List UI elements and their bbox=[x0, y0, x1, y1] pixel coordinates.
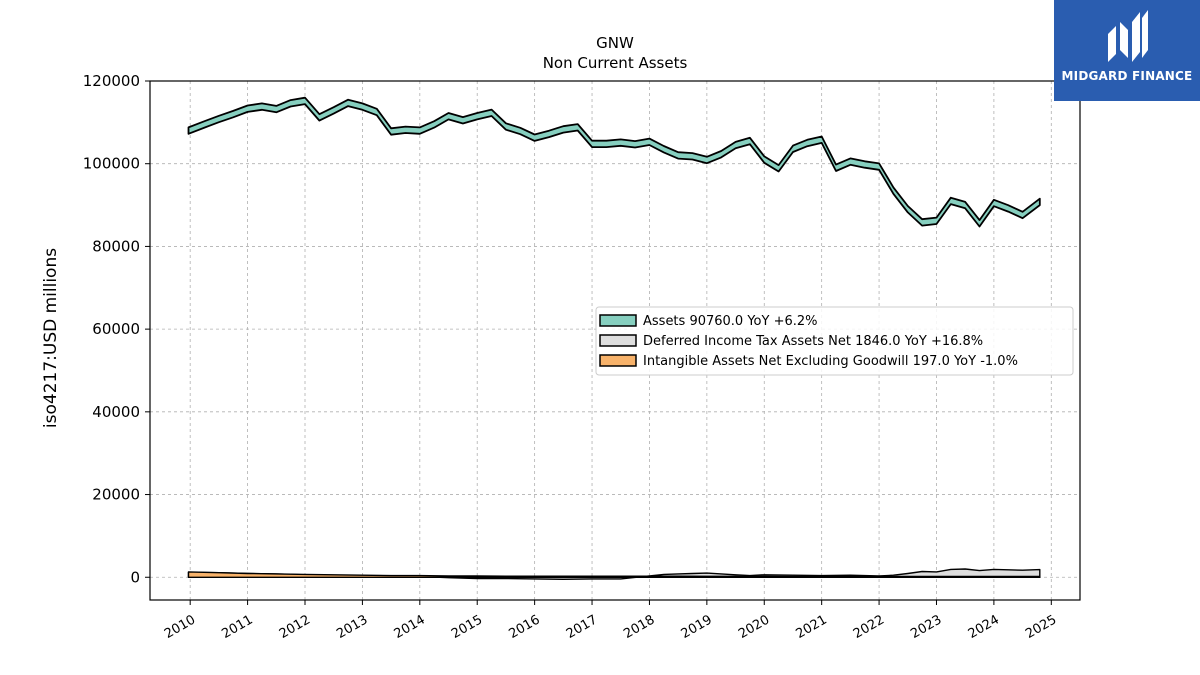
x-tick-label: 2022 bbox=[851, 612, 887, 642]
x-tick-label: 2012 bbox=[277, 612, 313, 642]
x-tick-label: 2010 bbox=[162, 612, 198, 642]
x-tick-label: 2021 bbox=[794, 612, 830, 642]
series-assets-line bbox=[187, 96, 1041, 228]
plot-frame bbox=[149, 80, 1081, 601]
y-tick-label: 60000 bbox=[92, 320, 140, 338]
y-tick-label: 0 bbox=[130, 568, 140, 586]
brand-name: MIDGARD FINANCE bbox=[1061, 69, 1193, 83]
x-tick-label: 2024 bbox=[966, 612, 1002, 642]
chart-subtitle: Non Current Assets bbox=[543, 54, 688, 72]
series-intangible-area bbox=[187, 571, 1041, 578]
x-tick-label: 2016 bbox=[506, 612, 542, 642]
legend-label: Intangible Assets Net Excluding Goodwill… bbox=[643, 354, 1018, 369]
chart-title: GNW bbox=[596, 34, 634, 52]
legend-label: Deferred Income Tax Assets Net 1846.0 Yo… bbox=[643, 334, 983, 349]
legend-swatch bbox=[599, 354, 637, 367]
x-tick-label: 2020 bbox=[736, 612, 772, 642]
x-tick-label: 2017 bbox=[564, 612, 600, 642]
x-tick-label: 2011 bbox=[219, 612, 255, 642]
y-axis: 0 20000 40000 60000 80000 100000 120000 bbox=[83, 72, 150, 586]
midgard-logo-icon bbox=[1108, 10, 1148, 62]
legend: Assets 90760.0 YoY +6.2% Deferred Income … bbox=[595, 306, 1074, 376]
series-layer bbox=[187, 96, 1041, 580]
legend-swatch bbox=[599, 334, 637, 347]
legend-label: Assets 90760.0 YoY +6.2% bbox=[643, 314, 818, 329]
x-tick-label: 2019 bbox=[679, 612, 715, 642]
legend-swatch bbox=[599, 314, 637, 327]
y-tick-label: 120000 bbox=[83, 72, 140, 90]
y-tick-label: 100000 bbox=[83, 155, 140, 173]
x-tick-label: 2025 bbox=[1023, 612, 1059, 642]
x-tick-label: 2014 bbox=[392, 612, 428, 642]
brand-logo: MIDGARD FINANCE bbox=[1054, 0, 1200, 101]
x-axis: 2010 2011 2012 2013 2014 2015 2016 2017 2018 2019… bbox=[162, 600, 1059, 642]
x-tick-label: 2023 bbox=[908, 612, 944, 642]
y-tick-label: 80000 bbox=[92, 237, 140, 255]
x-tick-label: 2018 bbox=[621, 612, 657, 642]
x-tick-label: 2015 bbox=[449, 612, 485, 642]
y-tick-label: 40000 bbox=[92, 403, 140, 421]
legend-box bbox=[595, 306, 1074, 376]
y-axis-label: iso4217:USD millions bbox=[41, 248, 61, 428]
y-tick-label: 20000 bbox=[92, 486, 140, 504]
x-tick-label: 2013 bbox=[334, 612, 370, 642]
